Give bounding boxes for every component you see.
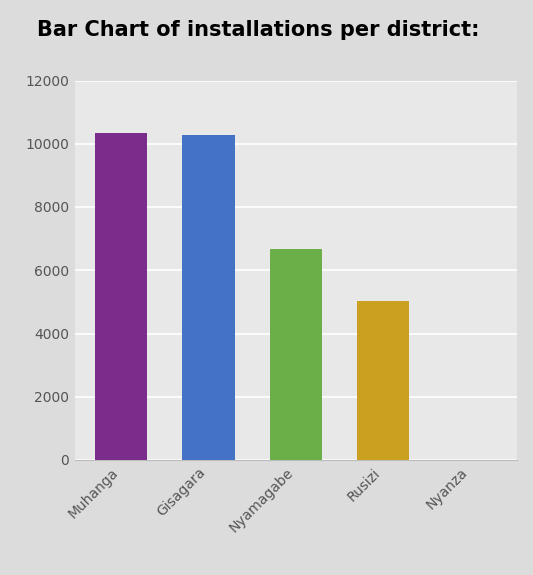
Bar: [182, 135, 235, 460]
Bar: [270, 249, 322, 460]
Text: Bar Chart of installations per district:: Bar Chart of installations per district:: [37, 20, 480, 40]
Bar: [95, 133, 147, 460]
Bar: [357, 301, 409, 460]
